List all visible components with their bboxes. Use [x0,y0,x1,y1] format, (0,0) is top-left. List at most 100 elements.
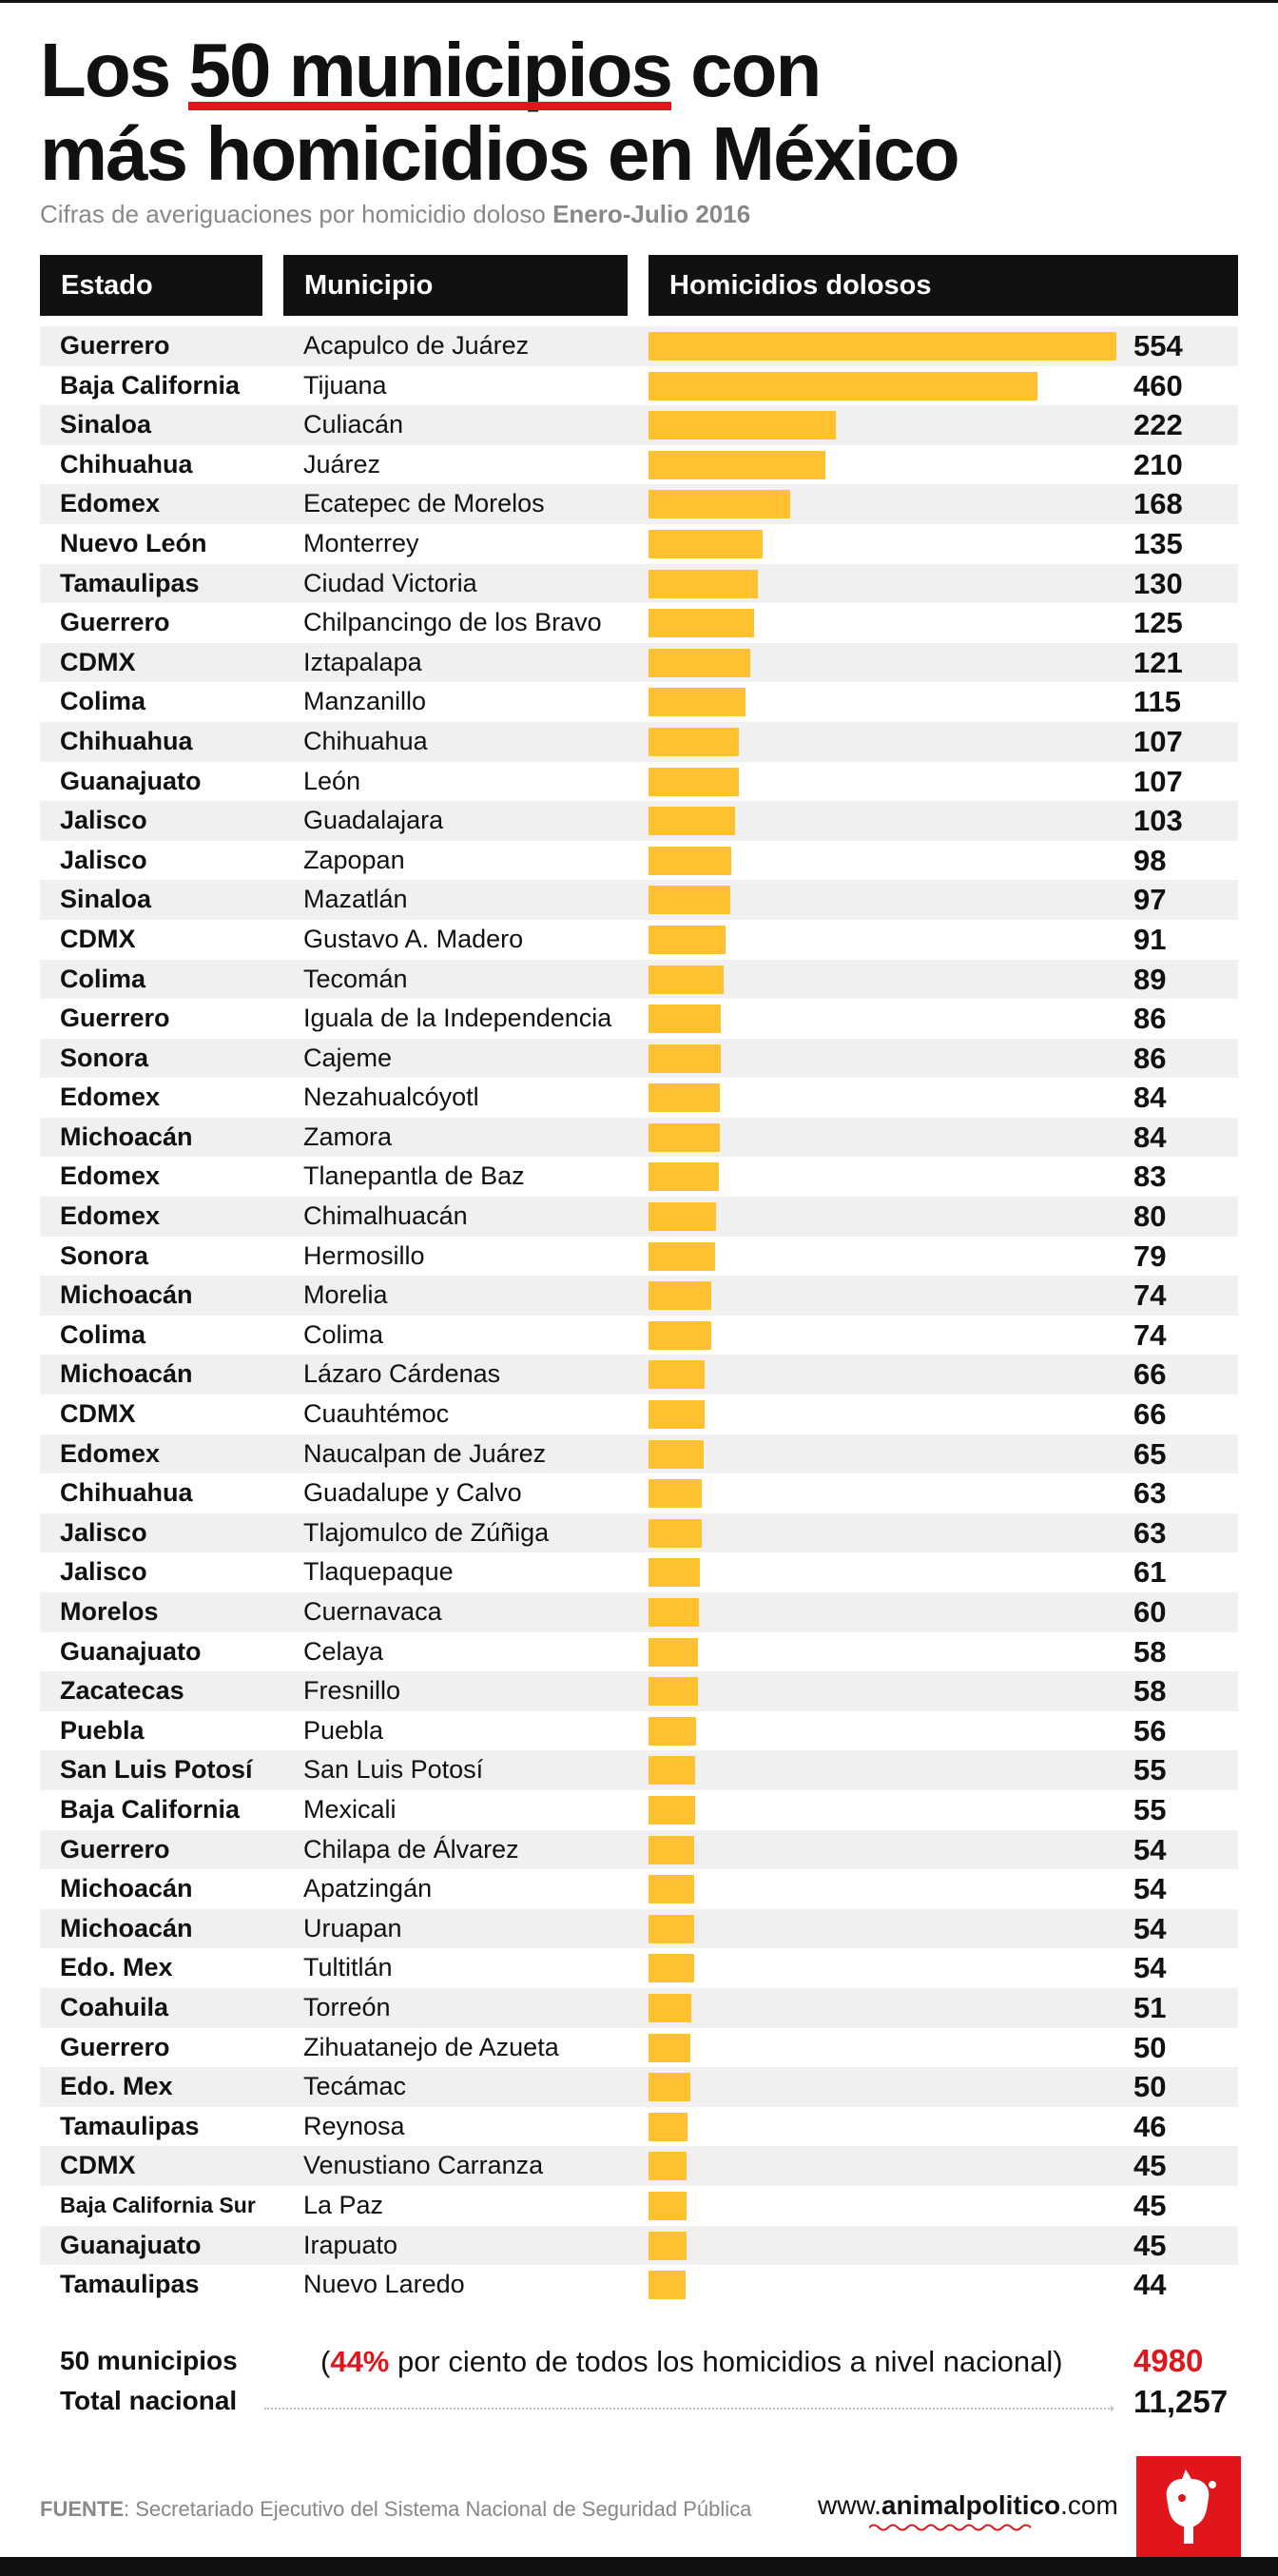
municipio-cell: Guadalupe y Calvo [303,1478,522,1508]
table-row: Michoacán Apatzingán 54 [40,1869,1238,1909]
homicide-bar [649,965,725,994]
brand-logo [1136,2456,1241,2557]
note-text: por ciento de todos los homicidios a niv… [389,2345,1063,2378]
estado-cell: Guanajuato [60,2230,202,2259]
estado-cell: Guerrero [60,1834,170,1864]
table-row: Michoacán Morelia 74 [40,1276,1238,1316]
table-row: Chihuahua Chihuahua 107 [40,721,1238,762]
value-label: 56 [1133,1713,1167,1747]
brand-name: animalpolitico [881,2490,1061,2520]
value-label: 222 [1133,408,1183,442]
table-row: Sonora Hermosillo 79 [40,1237,1238,1277]
note-percent: 44% [330,2345,390,2378]
municipio-cell: Juárez [303,449,381,478]
homicide-bar [649,688,746,717]
column-header-homicidios: Homicidios dolosos [649,255,1238,316]
subtitle-text: Cifras de averiguaciones por homicidio d… [40,200,553,228]
homicide-bar [649,1637,698,1667]
subtitle-period: Enero-Julio 2016 [552,200,751,228]
estado-cell: Colima [60,687,146,716]
municipio-cell: Hermosillo [303,1240,425,1270]
estado-cell: San Luis Potosí [60,1755,253,1785]
estado-cell: Colima [60,1319,146,1349]
estado-cell: Tamaulipas [60,2111,200,2140]
homicide-bar [649,727,740,756]
table-row: Edo. Mex Tecámac 50 [40,2067,1238,2107]
source-label: FUENTE [40,2497,124,2521]
municipio-cell: Nuevo Laredo [303,2270,465,2299]
municipio-cell: Cuernavaca [303,1597,442,1626]
estado-cell: Sonora [60,1240,149,1270]
estado-cell: Tamaulipas [60,568,200,597]
value-label: 51 [1133,1990,1167,2024]
estado-cell: Chihuahua [60,449,193,478]
table-row: Edomex Nezahualcóyotl 84 [40,1078,1238,1118]
municipio-cell: León [303,766,361,795]
table-row: Guanajuato Celaya 58 [40,1632,1238,1672]
table-row: Edomex Chimalhuacán 80 [40,1197,1238,1237]
municipio-cell: La Paz [303,2190,384,2219]
estado-cell: Sonora [60,1043,149,1072]
estado-cell: Michoacán [60,1359,193,1389]
value-label: 130 [1133,566,1183,600]
municipio-cell: Tecomán [303,964,408,993]
municipio-cell: Cuauhtémoc [303,1399,450,1429]
estado-cell: Edomex [60,1161,161,1191]
value-label: 74 [1133,1317,1167,1352]
value-label: 86 [1133,1002,1167,1036]
homicide-bar [649,1044,722,1073]
table-row: Sonora Cajeme 86 [40,1038,1238,1079]
homicide-bar [649,1479,702,1509]
column-header-estado: Estado [40,255,262,316]
value-label: 84 [1133,1120,1167,1154]
homicide-bar [649,886,731,915]
estado-cell: Sinaloa [60,885,152,914]
estado-cell: Puebla [60,1715,145,1745]
table-row: Tamaulipas Nuevo Laredo 44 [40,2265,1238,2305]
value-label: 45 [1133,2228,1167,2262]
municipio-cell: Apatzingán [303,1874,433,1903]
table-row: Colima Manzanillo 115 [40,682,1238,722]
brand-url[interactable]: www.animalpolitico.com [818,2490,1118,2531]
subtitle: Cifras de averiguaciones por homicidio d… [40,200,750,229]
table-row: Sinaloa Mazatlán 97 [40,880,1238,920]
homicide-bar [649,1518,702,1548]
estado-cell: Baja California [60,1794,241,1824]
table-row: Edomex Ecatepec de Morelos 168 [40,484,1238,524]
note-open: ( [320,2345,331,2378]
municipio-cell: Ciudad Victoria [303,568,477,597]
table-row: Michoacán Zamora 84 [40,1117,1238,1158]
homicide-bar [649,1320,711,1350]
table-row: Jalisco Tlajomulco de Zúñiga 63 [40,1512,1238,1553]
table-row: CDMX Gustavo A. Madero 91 [40,920,1238,960]
table-row: Sinaloa Culiacán 222 [40,405,1238,445]
estado-cell: Michoacán [60,1913,193,1942]
summary-value-50: 4980 [1133,2343,1204,2378]
value-label: 65 [1133,1436,1167,1471]
municipio-cell: Colima [303,1319,384,1349]
homicide-bar [649,2033,691,2062]
estado-cell: Sinaloa [60,410,152,439]
municipio-cell: Reynosa [303,2111,405,2140]
homicide-bar [649,411,837,440]
homicide-bar [649,1083,720,1113]
estado-cell: Michoacán [60,1280,193,1310]
estado-cell: Guanajuato [60,1636,202,1666]
homicide-bar [649,1439,704,1469]
municipio-cell: Guadalajara [303,806,444,835]
value-label: 135 [1133,526,1183,560]
homicide-bar [649,846,732,875]
value-label: 86 [1133,1041,1167,1075]
municipio-cell: Iguala de la Independencia [303,1004,612,1033]
column-header-municipio: Municipio [283,255,628,316]
value-label: 50 [1133,2030,1167,2064]
municipio-cell: Chihuahua [303,726,428,755]
homicide-bar [649,1122,720,1152]
homicide-bar [649,2231,687,2260]
estado-cell: Chihuahua [60,726,193,755]
municipio-cell: Tultitlán [303,1953,393,1982]
table-row: CDMX Cuauhtémoc 66 [40,1395,1238,1434]
table-row: Guerrero Chilpancingo de los Bravo 125 [40,603,1238,643]
homicide-bar [649,1716,696,1746]
value-label: 63 [1133,1515,1167,1550]
